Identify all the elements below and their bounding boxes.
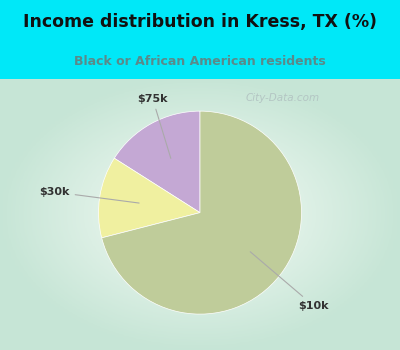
Wedge shape [98,158,200,238]
Text: City-Data.com: City-Data.com [245,93,319,103]
Text: $75k: $75k [138,94,171,159]
Text: $10k: $10k [250,252,329,311]
Text: $30k: $30k [39,187,139,203]
Wedge shape [102,111,302,314]
Text: Income distribution in Kress, TX (%): Income distribution in Kress, TX (%) [23,13,377,31]
Text: Black or African American residents: Black or African American residents [74,55,326,68]
Wedge shape [114,111,200,212]
